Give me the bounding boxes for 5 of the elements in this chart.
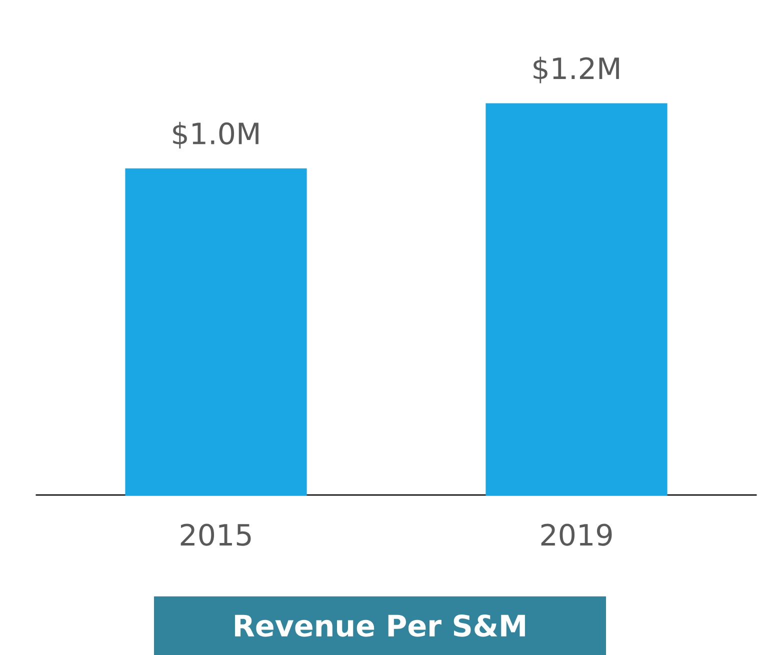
x-tick-label: 2019 [541, 524, 612, 546]
x-tick-label: 2015 [180, 524, 251, 546]
data-label: $1.0M [173, 122, 258, 148]
text: Revenue Per S&M [235, 614, 525, 637]
data-label: $1.2M [534, 56, 619, 84]
